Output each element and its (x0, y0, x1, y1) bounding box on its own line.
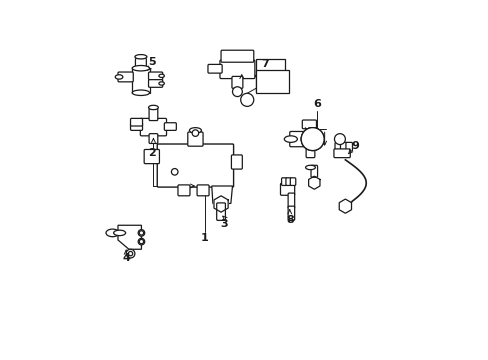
FancyBboxPatch shape (118, 72, 133, 82)
Ellipse shape (113, 230, 125, 236)
FancyBboxPatch shape (305, 145, 314, 158)
FancyBboxPatch shape (340, 142, 346, 151)
Ellipse shape (189, 128, 201, 133)
FancyBboxPatch shape (333, 149, 349, 158)
FancyBboxPatch shape (140, 118, 166, 136)
Circle shape (139, 231, 143, 235)
Text: 7: 7 (260, 59, 268, 69)
FancyBboxPatch shape (148, 80, 163, 87)
FancyBboxPatch shape (345, 142, 352, 151)
FancyBboxPatch shape (197, 185, 209, 196)
FancyBboxPatch shape (231, 155, 242, 169)
Circle shape (128, 251, 132, 256)
Text: 2: 2 (148, 148, 155, 158)
Bar (256, 70, 288, 93)
Ellipse shape (148, 105, 158, 110)
FancyBboxPatch shape (130, 118, 142, 126)
Circle shape (171, 168, 178, 175)
Bar (256, 59, 285, 92)
Circle shape (126, 249, 135, 258)
Polygon shape (214, 196, 228, 212)
Text: 6: 6 (312, 99, 320, 109)
FancyBboxPatch shape (310, 165, 317, 177)
FancyBboxPatch shape (157, 144, 233, 187)
FancyBboxPatch shape (287, 206, 294, 220)
Polygon shape (211, 186, 232, 203)
FancyBboxPatch shape (164, 123, 176, 130)
FancyBboxPatch shape (130, 123, 142, 130)
Circle shape (301, 128, 324, 150)
Ellipse shape (301, 128, 324, 150)
FancyBboxPatch shape (285, 178, 291, 185)
Ellipse shape (135, 55, 146, 59)
FancyBboxPatch shape (135, 58, 146, 69)
Text: 5: 5 (148, 57, 155, 67)
FancyBboxPatch shape (220, 60, 254, 78)
Ellipse shape (159, 74, 164, 77)
FancyBboxPatch shape (231, 76, 243, 89)
Ellipse shape (305, 165, 315, 170)
FancyBboxPatch shape (187, 132, 203, 146)
Text: 9: 9 (350, 141, 358, 150)
Circle shape (139, 239, 143, 244)
Circle shape (334, 134, 345, 145)
FancyBboxPatch shape (178, 185, 189, 196)
FancyBboxPatch shape (302, 120, 316, 129)
Ellipse shape (159, 82, 164, 85)
Ellipse shape (138, 230, 144, 236)
Text: 8: 8 (285, 215, 293, 225)
Ellipse shape (301, 128, 324, 150)
Circle shape (232, 87, 242, 96)
Circle shape (192, 130, 198, 136)
Ellipse shape (106, 229, 119, 237)
Ellipse shape (138, 238, 144, 245)
FancyBboxPatch shape (149, 134, 158, 144)
FancyBboxPatch shape (289, 131, 313, 147)
Text: 1: 1 (201, 233, 208, 243)
FancyBboxPatch shape (216, 203, 225, 220)
FancyBboxPatch shape (287, 193, 294, 208)
Ellipse shape (132, 90, 149, 95)
Text: 4: 4 (122, 253, 130, 263)
Ellipse shape (284, 136, 297, 142)
FancyBboxPatch shape (207, 64, 222, 73)
Text: 3: 3 (220, 219, 228, 229)
FancyBboxPatch shape (290, 178, 295, 185)
FancyBboxPatch shape (144, 149, 159, 164)
Polygon shape (118, 225, 141, 249)
Ellipse shape (132, 66, 149, 71)
Circle shape (240, 93, 253, 107)
Polygon shape (339, 199, 351, 213)
FancyBboxPatch shape (281, 178, 286, 185)
FancyBboxPatch shape (334, 142, 341, 151)
FancyBboxPatch shape (148, 72, 163, 80)
Polygon shape (308, 176, 319, 189)
FancyBboxPatch shape (280, 183, 294, 195)
Ellipse shape (115, 75, 122, 79)
FancyBboxPatch shape (221, 50, 253, 62)
FancyBboxPatch shape (149, 109, 158, 121)
